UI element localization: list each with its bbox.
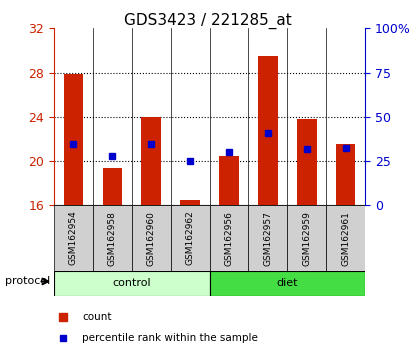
Text: diet: diet xyxy=(277,278,298,288)
Bar xyxy=(287,205,326,271)
Text: GSM162957: GSM162957 xyxy=(264,211,272,266)
Bar xyxy=(103,168,122,205)
Bar xyxy=(258,56,278,205)
Text: percentile rank within the sample: percentile rank within the sample xyxy=(82,332,258,343)
Bar xyxy=(54,271,210,296)
Bar xyxy=(93,205,132,271)
Bar xyxy=(171,205,210,271)
Text: GSM162954: GSM162954 xyxy=(69,211,78,266)
Bar xyxy=(297,119,317,205)
Text: GSM162956: GSM162956 xyxy=(225,211,234,266)
Bar xyxy=(219,155,239,205)
Bar xyxy=(249,205,287,271)
Bar xyxy=(54,205,93,271)
Text: GSM162958: GSM162958 xyxy=(108,211,117,266)
Text: GSM162962: GSM162962 xyxy=(186,211,195,266)
Text: GSM162960: GSM162960 xyxy=(147,211,156,266)
Text: control: control xyxy=(112,278,151,288)
Bar xyxy=(132,205,171,271)
Bar xyxy=(326,205,365,271)
Text: protocol: protocol xyxy=(5,276,51,286)
Bar xyxy=(336,144,356,205)
Bar xyxy=(181,200,200,205)
Text: GSM162961: GSM162961 xyxy=(341,211,350,266)
Bar xyxy=(210,271,365,296)
Bar xyxy=(142,117,161,205)
Bar xyxy=(63,74,83,205)
Text: GDS3423 / 221285_at: GDS3423 / 221285_at xyxy=(124,12,291,29)
Text: GSM162959: GSM162959 xyxy=(303,211,311,266)
Text: count: count xyxy=(82,312,112,322)
Bar xyxy=(210,205,249,271)
